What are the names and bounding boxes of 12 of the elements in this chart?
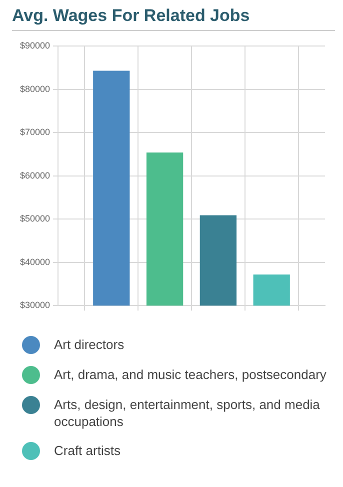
y-tick-label: $50000 [20, 214, 50, 224]
legend-label: Craft artists [54, 442, 120, 459]
y-tick-label: $60000 [20, 170, 50, 180]
legend-label: Art directors [54, 336, 124, 353]
y-tick-label: $40000 [20, 256, 50, 267]
y-tick-label: $70000 [20, 127, 50, 138]
y-tick-label: $90000 [20, 40, 50, 50]
y-tick-label: $30000 [20, 300, 50, 310]
chart-title: Avg. Wages For Related Jobs [12, 6, 335, 31]
legend-label: Art, drama, and music teachers, postsecondary [54, 366, 326, 383]
y-tick-label: $80000 [20, 84, 50, 94]
legend-label: Arts, design, entertainment, sports, and media occupations [54, 396, 321, 430]
